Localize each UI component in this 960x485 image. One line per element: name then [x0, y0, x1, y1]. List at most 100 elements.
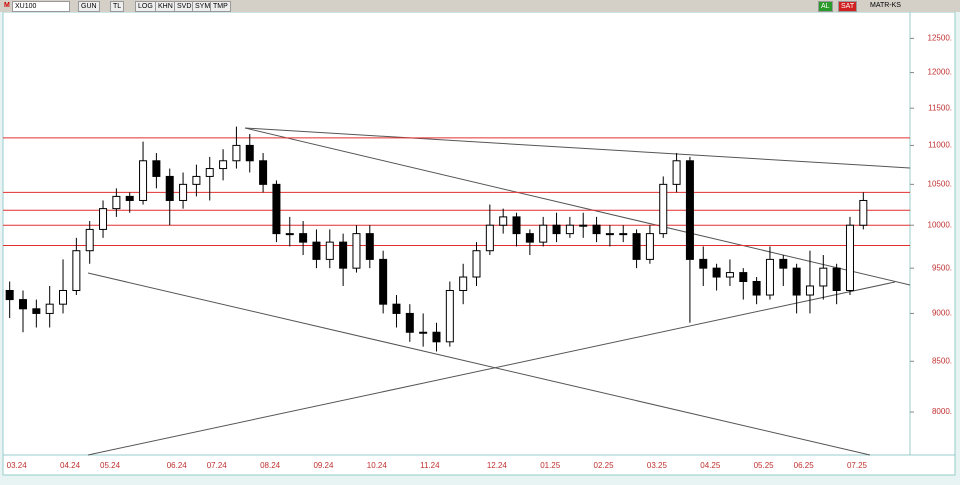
candle-body: [472, 250, 481, 278]
candle-body: [632, 233, 641, 260]
toolbar: M XU100 GUN TL LOG KHN SVD SYM TMP AL SA…: [0, 0, 960, 12]
candle-body: [112, 195, 121, 210]
candle-body: [312, 241, 321, 260]
candle-body: [685, 160, 694, 260]
candle-body: [725, 272, 734, 278]
candle-body: [352, 233, 361, 269]
candle-body: [19, 299, 28, 310]
candle-body: [792, 267, 801, 296]
x-tick-label: 12.24: [487, 461, 508, 470]
button[interactable]: TMP: [210, 1, 231, 12]
candle-body: [285, 233, 294, 236]
candle-body: [45, 303, 54, 314]
candle-body: [152, 160, 161, 177]
x-tick-label: 04.25: [700, 461, 721, 470]
candle-body: [499, 216, 508, 226]
candle-body: [565, 224, 574, 235]
candle-body: [659, 183, 668, 235]
candle-body: [339, 241, 348, 269]
candle-body: [205, 168, 214, 177]
y-tick-label: 11000.: [928, 141, 952, 150]
candle-body: [85, 228, 94, 252]
candle-body: [405, 312, 414, 333]
candle-body: [845, 224, 854, 291]
button[interactable]: LOG: [135, 1, 156, 12]
x-tick-label: 06.24: [167, 461, 188, 470]
symbol-input[interactable]: XU100: [12, 1, 70, 12]
x-tick-label: 03.25: [647, 461, 668, 470]
x-tick-label: 05.24: [100, 461, 121, 470]
y-tick-label: 9500.: [932, 263, 952, 272]
candle-body: [552, 224, 561, 235]
candle-body: [485, 224, 494, 252]
candle-body: [232, 144, 241, 162]
candle-body: [672, 160, 681, 185]
x-tick-label: 02.25: [594, 461, 615, 470]
matrix-label: MATR-KS: [870, 2, 901, 9]
candle-body: [779, 258, 788, 269]
candle-body: [5, 289, 14, 301]
sell-button[interactable]: SAT: [838, 1, 858, 12]
buy-button[interactable]: AL: [818, 1, 833, 12]
button[interactable]: TL: [110, 1, 125, 12]
x-tick-label: 09.24: [313, 461, 334, 470]
trendline: [244, 127, 911, 286]
y-tick-label: 10000.: [928, 220, 952, 229]
button[interactable]: GUN: [78, 1, 100, 12]
x-tick-label: 07.25: [847, 461, 868, 470]
trendline: [87, 272, 871, 456]
x-tick-label: 04.24: [60, 461, 81, 470]
y-tick-label: 8000.: [932, 407, 952, 416]
candle-body: [59, 289, 68, 305]
x-axis-area: [2, 454, 956, 476]
candle-body: [445, 289, 454, 343]
candle-body: [165, 175, 174, 201]
candle-body: [125, 195, 134, 201]
candle-body: [192, 175, 201, 185]
candle-body: [739, 272, 748, 282]
candle-body: [365, 233, 374, 260]
menu[interactable]: M: [4, 2, 10, 9]
x-tick-label: 05.25: [754, 461, 775, 470]
candle-body: [752, 280, 761, 296]
candle-body: [832, 267, 841, 291]
y-tick-label: 10500.: [928, 179, 952, 188]
candle-body: [32, 308, 41, 314]
candle-body: [99, 208, 108, 230]
candle-body: [459, 276, 468, 291]
candle-body: [592, 224, 601, 235]
x-tick-label: 07.24: [207, 461, 228, 470]
candle-body: [619, 233, 628, 236]
candle-body: [432, 331, 441, 343]
candle-body: [645, 233, 654, 260]
y-tick-label: 12000.: [928, 68, 952, 77]
trendlines: [87, 127, 911, 456]
button[interactable]: KHN: [155, 1, 176, 12]
x-tick-label: 06.25: [794, 461, 815, 470]
candle-body: [379, 258, 388, 305]
trendline: [244, 127, 911, 169]
candle-body: [325, 241, 334, 260]
candle-body: [179, 183, 188, 201]
candle-body: [525, 233, 534, 243]
plot-area: [2, 12, 911, 456]
candle-body: [859, 199, 868, 226]
y-tick-label: 11500.: [928, 103, 952, 112]
candle-body: [245, 144, 254, 162]
candle-body: [819, 267, 828, 287]
candle-body: [259, 160, 268, 185]
candle-body: [272, 183, 281, 235]
trendline: [87, 281, 896, 456]
x-tick-label: 10.24: [367, 461, 388, 470]
candle-body: [805, 285, 814, 296]
candle-body: [579, 224, 588, 227]
x-tick-label: 01.25: [540, 461, 561, 470]
candle-body: [699, 258, 708, 269]
candle-body: [419, 331, 428, 334]
x-tick-label: 11.24: [420, 461, 440, 470]
candle-body: [139, 160, 148, 201]
candle-body: [392, 303, 401, 314]
y-axis-area: [909, 12, 956, 456]
y-tick-label: 8500.: [932, 356, 952, 365]
